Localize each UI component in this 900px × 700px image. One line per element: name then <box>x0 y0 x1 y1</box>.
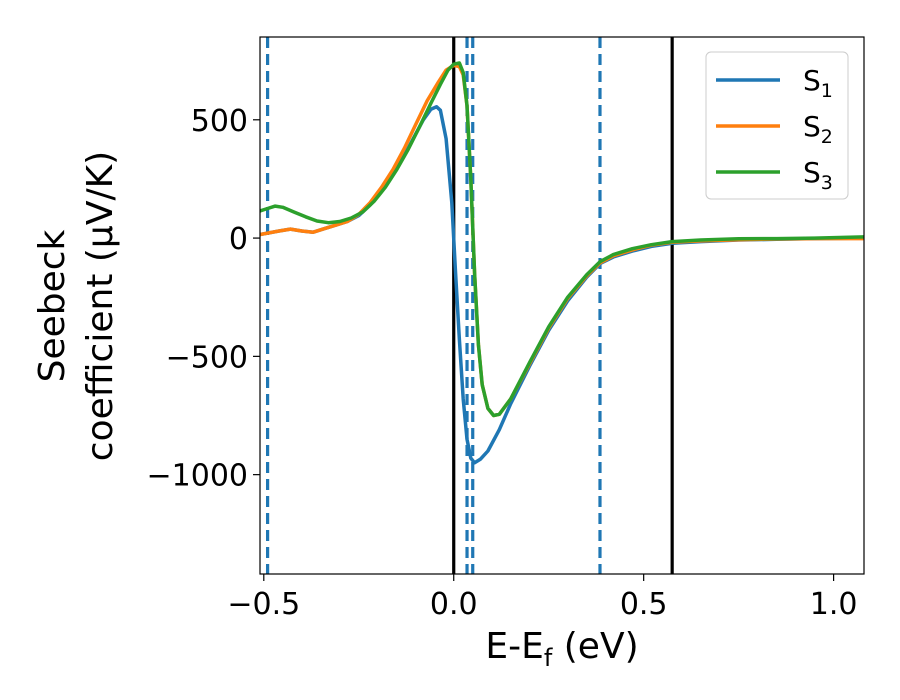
legend: S1 S2 S3 <box>705 51 849 200</box>
reference-lines <box>265 37 674 574</box>
y-axis: 500 0 −500 −1000 <box>147 104 260 494</box>
legend-label-3: S3 <box>803 156 833 194</box>
series-layer <box>260 61 864 465</box>
y-axis-label-line1: Seebeck <box>32 229 73 382</box>
legend-label-2: S2 <box>803 110 833 148</box>
x-axis: −0.5 0.0 0.5 1.0 <box>227 574 857 622</box>
x-tick-label: −0.5 <box>227 587 300 622</box>
y-tick-label: 500 <box>191 104 248 139</box>
legend-label-1: S1 <box>803 64 833 102</box>
y-tick-label: −500 <box>166 340 248 375</box>
x-tick-label: 0.0 <box>430 587 478 622</box>
plot-frame <box>259 36 865 575</box>
y-axis-label-line2: coefficient (μV/K) <box>80 151 121 461</box>
x-tick-label: 1.0 <box>810 587 858 622</box>
series-line-3 <box>260 61 864 418</box>
y-tick-label: −1000 <box>147 459 248 494</box>
y-tick-label: 0 <box>229 222 248 257</box>
x-tick-label: 0.5 <box>620 587 668 622</box>
x-axis-label: E-Ef (eV) <box>485 626 638 672</box>
